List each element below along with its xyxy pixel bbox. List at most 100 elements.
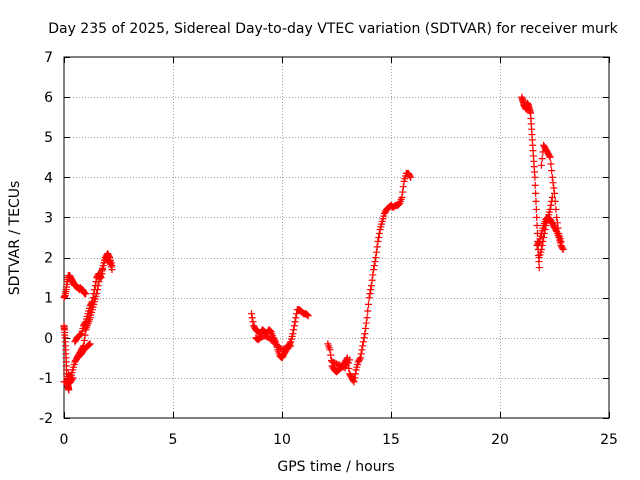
data-point — [557, 238, 565, 246]
data-point — [91, 286, 99, 294]
data-point — [375, 234, 383, 241]
data-point — [547, 201, 555, 209]
data-point — [547, 160, 555, 168]
data-point — [247, 310, 255, 318]
data-point — [365, 294, 373, 302]
data-point — [66, 373, 74, 381]
data-point — [289, 330, 297, 338]
data-point — [346, 356, 354, 364]
x-tick-label: 5 — [169, 432, 178, 448]
data-point — [108, 266, 116, 274]
data-point — [290, 326, 298, 334]
data-point — [551, 189, 558, 197]
y-tick-label: 2 — [44, 251, 53, 267]
data-point — [539, 238, 547, 246]
data-point — [535, 264, 543, 272]
data-point — [292, 314, 300, 322]
data-point — [364, 300, 372, 308]
data-point — [91, 282, 99, 290]
data-point — [88, 299, 96, 307]
data-point — [82, 290, 90, 298]
data-point — [350, 378, 358, 386]
data-point — [326, 346, 334, 354]
data-point — [362, 319, 370, 327]
data-point — [303, 310, 311, 318]
data-point — [359, 338, 367, 346]
data-point — [374, 238, 382, 246]
data-point — [538, 242, 546, 250]
plot-frame — [63, 56, 610, 419]
data-point — [363, 314, 371, 322]
data-point — [375, 229, 383, 237]
data-point — [558, 244, 566, 252]
y-tick-label: 0 — [44, 331, 53, 347]
data-point — [541, 225, 549, 233]
data-point — [367, 282, 375, 290]
data-point — [533, 221, 541, 229]
data-point — [360, 334, 368, 342]
data-point — [370, 262, 378, 270]
data-point — [361, 330, 369, 338]
data-point — [531, 181, 539, 189]
data-point — [81, 319, 89, 327]
data-point — [369, 271, 377, 279]
data-point — [327, 351, 335, 359]
data-point — [540, 229, 548, 237]
data-point — [546, 153, 554, 161]
data-point — [293, 310, 301, 318]
data-point — [248, 314, 256, 322]
y-axis-label: SDTVAR / TECUs — [7, 181, 23, 296]
data-point — [373, 243, 381, 251]
data-point — [65, 386, 73, 394]
x-tick-label: 15 — [382, 432, 400, 448]
data-point — [371, 258, 379, 266]
data-point — [537, 246, 545, 254]
data-point — [532, 189, 540, 197]
data-point — [97, 274, 105, 282]
data-point — [533, 213, 541, 221]
data-point — [92, 278, 100, 286]
data-point — [531, 173, 539, 181]
data-point — [559, 246, 567, 254]
data-point — [398, 193, 406, 201]
y-tick-label: -2 — [39, 411, 53, 427]
data-point — [549, 179, 557, 187]
y-tick-labels: -2 -1 0 1 2 3 4 5 6 7 — [39, 50, 53, 427]
x-tick-label: 20 — [491, 432, 509, 448]
data-point — [359, 342, 367, 350]
chart-title: Day 235 of 2025, Sidereal Day-to-day VTE… — [48, 21, 618, 37]
data-point — [287, 342, 295, 350]
data-point — [532, 197, 540, 205]
data-point — [356, 354, 364, 362]
data-point — [98, 270, 106, 278]
data-point — [537, 161, 545, 169]
data-point — [368, 276, 376, 284]
x-tick-label: 0 — [60, 432, 69, 448]
data-point — [304, 312, 312, 320]
data-point — [535, 239, 543, 247]
data-point — [105, 257, 113, 265]
data-point — [406, 172, 414, 180]
y-tick-label: 3 — [44, 210, 53, 226]
data-point — [76, 331, 84, 339]
data-point — [356, 355, 364, 363]
data-point — [362, 324, 370, 332]
x-tick-labels: 0 5 10 15 20 25 — [60, 432, 618, 448]
data-point — [351, 370, 359, 378]
data-point — [77, 330, 85, 338]
data-point — [290, 322, 298, 330]
data-point — [351, 374, 359, 382]
data-point — [548, 193, 556, 201]
data-point — [85, 340, 93, 348]
data-point — [538, 155, 546, 163]
data-point — [249, 318, 257, 326]
x-axis-label: GPS time / hours — [277, 459, 394, 475]
data-point — [548, 173, 556, 181]
data-point — [80, 336, 88, 344]
grid-lines — [64, 57, 609, 418]
data-point — [358, 346, 366, 354]
data-point — [370, 266, 378, 274]
data-point — [291, 318, 299, 326]
y-tick-label: 1 — [44, 291, 53, 307]
data-point — [372, 248, 380, 256]
